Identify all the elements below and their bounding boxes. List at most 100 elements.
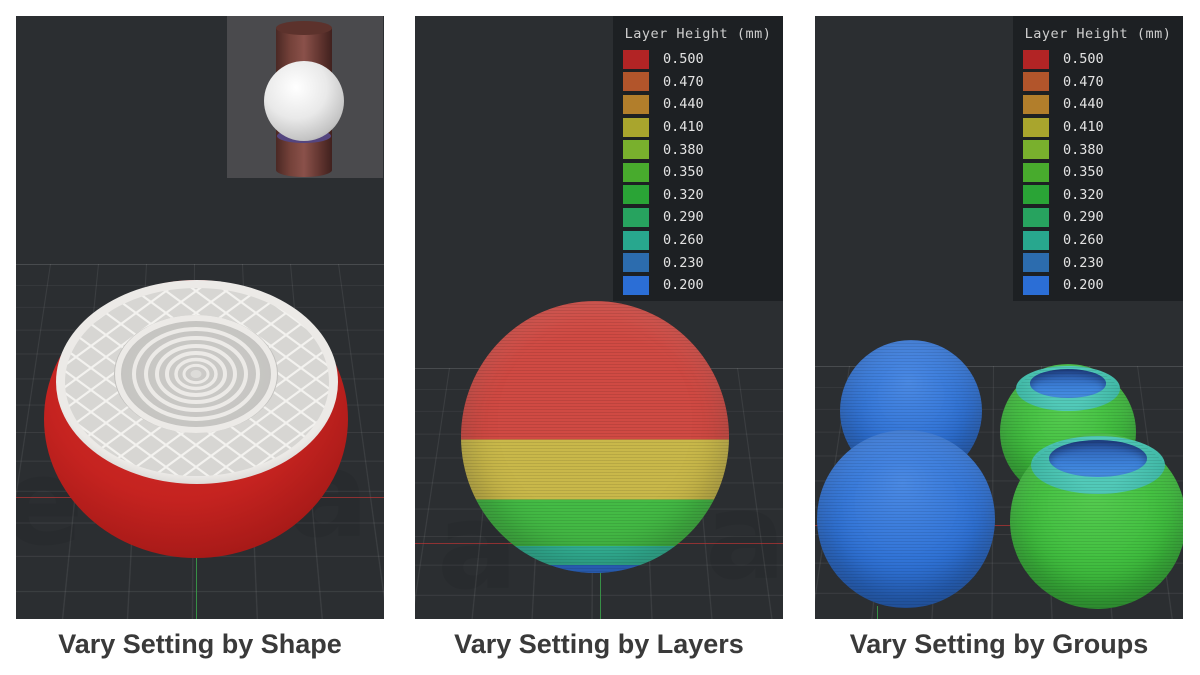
legend-row: 0.410 (613, 116, 783, 139)
legend-row: 0.410 (1013, 116, 1183, 139)
legend-row: 0.230 (1013, 251, 1183, 274)
sphere-top-opening-blue (1029, 369, 1107, 398)
layer-banded-sphere (461, 301, 729, 573)
viewport-groups-panel: Layer Height (mm) 0.500 0.470 0.440 0.410 0.… (815, 16, 1183, 619)
legend-color-swatch (1023, 253, 1049, 273)
viewport-layers-panel: a ak Layer Height (mm) 0.5000.4700.4400.… (415, 16, 783, 619)
group-sphere-green-front (1010, 433, 1183, 609)
legend-color-swatch (623, 253, 649, 273)
legend-row: 0.380 (1013, 138, 1183, 161)
legend-color-swatch (1023, 162, 1049, 182)
legend-title: Layer Height (mm) (1024, 26, 1172, 42)
legend-value: 0.260 (1063, 232, 1104, 249)
grid-horizon-line (815, 366, 1183, 367)
legend-value: 0.230 (1063, 254, 1104, 271)
sphere-with-modifier-preview (264, 21, 344, 177)
legend-value: 0.200 (1063, 277, 1104, 294)
legend-color-swatch (623, 94, 649, 114)
legend-row: 0.500 (1013, 48, 1183, 71)
x-axis-line (815, 525, 1183, 526)
legend-color-swatch (623, 230, 649, 250)
opening-shading (56, 280, 338, 484)
legend-color-swatch (1023, 185, 1049, 205)
legend-value: 0.470 (663, 73, 704, 90)
legend-color-swatch (1023, 49, 1049, 69)
legend-value: 0.440 (663, 96, 704, 113)
layer-height-legend: Layer Height (mm) 0.500 0.470 0.440 0.410 0.… (613, 16, 783, 301)
legend-value: 0.440 (1063, 96, 1104, 113)
legend-color-swatch (623, 140, 649, 160)
legend-row: 0.440 (613, 93, 783, 116)
cylinder-top-face (276, 21, 332, 35)
y-axis-line (600, 564, 601, 619)
legend-row: 0.230 (613, 251, 783, 274)
legend-rows: 0.500 0.470 0.440 0.410 0.380 0.350 0.320 0.290… (613, 48, 783, 297)
cylinder-bottom-face (276, 163, 332, 177)
legend-rows: 0.500 0.470 0.440 0.410 0.380 0.350 0.320 0.290… (1013, 48, 1183, 297)
legend-color-swatch (623, 49, 649, 69)
preview-sphere (264, 61, 344, 141)
legend-row: 0.350 (1013, 161, 1183, 184)
legend-row: 0.320 (613, 184, 783, 207)
grid-horizon-line (16, 264, 384, 265)
legend-color-swatch (1023, 140, 1049, 160)
legend-color-swatch (1023, 72, 1049, 92)
legend-color-swatch (1023, 275, 1049, 295)
caption-shape: Vary Setting by Shape (58, 629, 342, 659)
legend-value: 0.200 (663, 277, 704, 294)
legend-row: 0.290 (1013, 206, 1183, 229)
legend-color-swatch (623, 117, 649, 137)
legend-color-swatch (1023, 94, 1049, 114)
group-sphere-blue-front (817, 430, 995, 608)
legend-value: 0.230 (663, 254, 704, 271)
legend-value: 0.500 (1063, 51, 1104, 68)
legend-row: 0.200 (613, 274, 783, 297)
legend-row: 0.470 (1013, 71, 1183, 94)
legend-value: 0.290 (1063, 209, 1104, 226)
legend-row: 0.320 (1013, 184, 1183, 207)
model-preview-inset (227, 16, 383, 178)
y-axis-line (877, 606, 878, 619)
legend-color-swatch (1023, 230, 1049, 250)
legend-value: 0.410 (1063, 119, 1104, 136)
legend-color-swatch (623, 72, 649, 92)
legend-row: 0.260 (1013, 229, 1183, 252)
legend-value: 0.350 (1063, 164, 1104, 181)
legend-color-swatch (623, 207, 649, 227)
legend-row: 0.440 (1013, 93, 1183, 116)
legend-value: 0.410 (663, 119, 704, 136)
legend-row: 0.260 (613, 229, 783, 252)
legend-color-swatch (623, 185, 649, 205)
y-axis-line (196, 546, 197, 619)
sphere-top-band-teal (1031, 435, 1165, 494)
legend-title: Layer Height (mm) (624, 26, 772, 42)
legend-color-swatch (1023, 117, 1049, 137)
sphere-top-band-teal (1016, 366, 1120, 411)
legend-value: 0.290 (663, 209, 704, 226)
legend-value: 0.380 (663, 141, 704, 158)
legend-row: 0.500 (613, 48, 783, 71)
legend-value: 0.470 (1063, 73, 1104, 90)
legend-row: 0.470 (613, 71, 783, 94)
legend-color-swatch (1023, 207, 1049, 227)
sliced-bowl-model (44, 280, 348, 558)
legend-row: 0.380 (613, 138, 783, 161)
legend-value: 0.320 (663, 186, 704, 203)
bowl-group (44, 280, 348, 558)
legend-value: 0.260 (663, 232, 704, 249)
legend-value: 0.380 (1063, 141, 1104, 158)
legend-value: 0.350 (663, 164, 704, 181)
caption-groups: Vary Setting by Groups (849, 629, 1149, 659)
legend-color-swatch (623, 275, 649, 295)
legend-color-swatch (623, 162, 649, 182)
legend-value: 0.320 (1063, 186, 1104, 203)
caption-layers: Vary Setting by Layers (454, 629, 744, 659)
legend-row: 0.200 (1013, 274, 1183, 297)
legend-value: 0.500 (663, 51, 704, 68)
layer-height-legend: Layer Height (mm) 0.500 0.470 0.440 0.410 0.… (1013, 16, 1183, 301)
legend-row: 0.350 (613, 161, 783, 184)
viewport-shape-panel: e ak (16, 16, 384, 619)
sphere-top-opening-blue (1048, 440, 1148, 477)
legend-row: 0.290 (613, 206, 783, 229)
